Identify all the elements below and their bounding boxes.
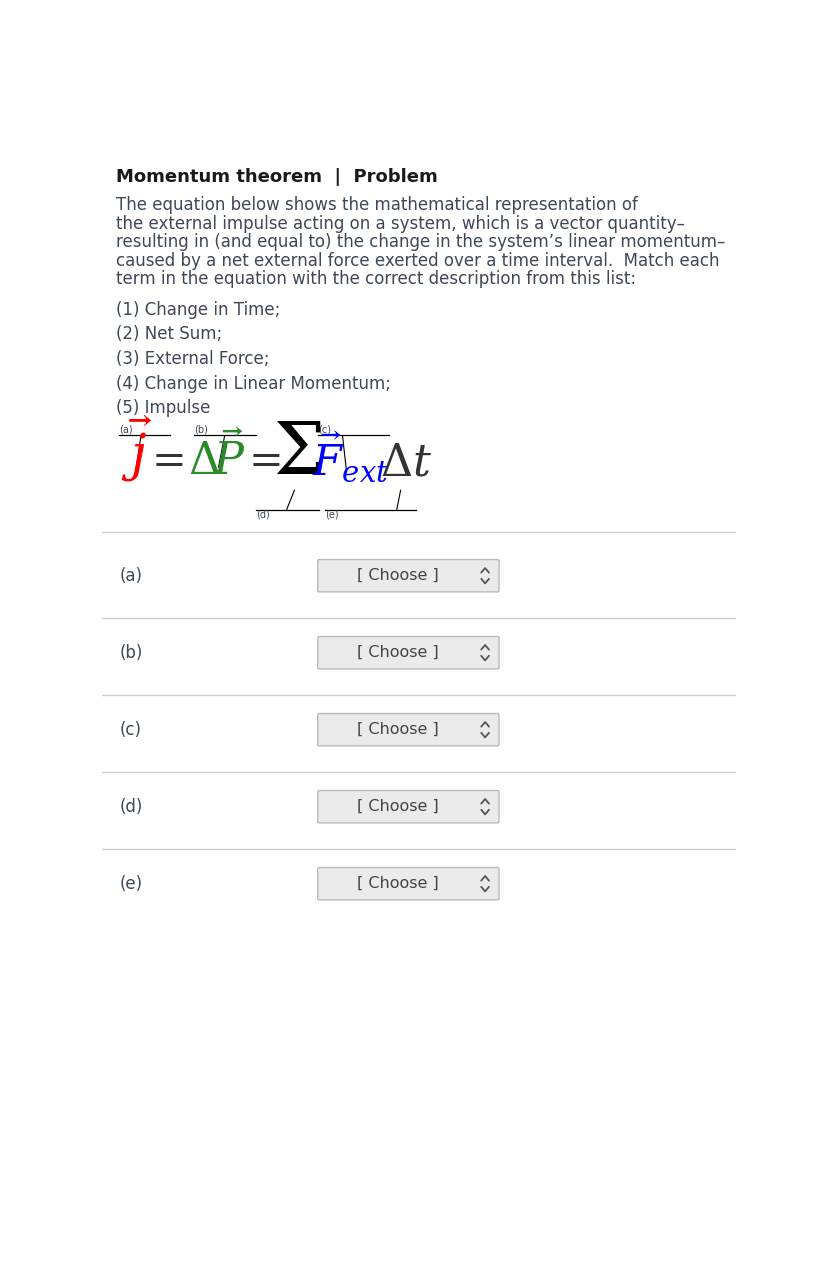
Text: (2) Net Sum;: (2) Net Sum; [116,326,222,343]
Text: Momentum theorem  |  Problem: Momentum theorem | Problem [116,168,438,187]
Text: (b): (b) [194,425,208,435]
Text: $\vec{j}$: $\vec{j}$ [121,414,153,485]
Text: [ Choose ]: [ Choose ] [357,568,438,583]
Text: (4) Change in Linear Momentum;: (4) Change in Linear Momentum; [116,375,391,392]
Text: (5) Impulse: (5) Impulse [116,399,210,418]
Text: $\vec{F}_{ext}$: $\vec{F}_{ext}$ [312,429,389,485]
Text: $=$: $=$ [144,439,184,481]
Text: (a): (a) [120,567,143,584]
Text: $\Delta\!\vec{P}$: $\Delta\!\vec{P}$ [188,432,245,485]
Text: (b): (b) [120,644,143,661]
FancyBboxPatch shape [317,790,499,823]
Text: (c): (c) [317,425,330,435]
FancyBboxPatch shape [317,713,499,746]
Text: (d): (d) [256,510,269,520]
Text: (a): (a) [119,425,133,435]
Text: $=$: $=$ [241,439,281,481]
Text: [ Choose ]: [ Choose ] [357,876,438,891]
Text: the external impulse acting on a system, which is a vector quantity–: the external impulse acting on a system,… [116,215,685,232]
Text: [ Choose ]: [ Choose ] [357,645,438,660]
Text: [ Choose ]: [ Choose ] [357,799,438,814]
Text: term in the equation with the correct description from this list:: term in the equation with the correct de… [116,270,636,288]
Text: The equation below shows the mathematical representation of: The equation below shows the mathematica… [116,196,638,215]
FancyBboxPatch shape [317,559,499,592]
Text: [ Choose ]: [ Choose ] [357,722,438,737]
Text: $\Delta t$: $\Delta t$ [380,442,432,485]
Text: $\Sigma$: $\Sigma$ [273,420,321,488]
Text: (1) Change in Time;: (1) Change in Time; [116,300,281,319]
Text: resulting in (and equal to) the change in the system’s linear momentum–: resulting in (and equal to) the change i… [116,233,726,251]
Text: (3) External Force;: (3) External Force; [116,350,270,369]
Text: (e): (e) [326,510,339,520]
Text: (e): (e) [120,875,143,892]
FancyBboxPatch shape [317,867,499,900]
Text: caused by a net external force exerted over a time interval.  Match each: caused by a net external force exerted o… [116,251,720,270]
Text: (d): (d) [120,798,143,815]
FancyBboxPatch shape [317,636,499,669]
Text: (c): (c) [120,721,142,738]
